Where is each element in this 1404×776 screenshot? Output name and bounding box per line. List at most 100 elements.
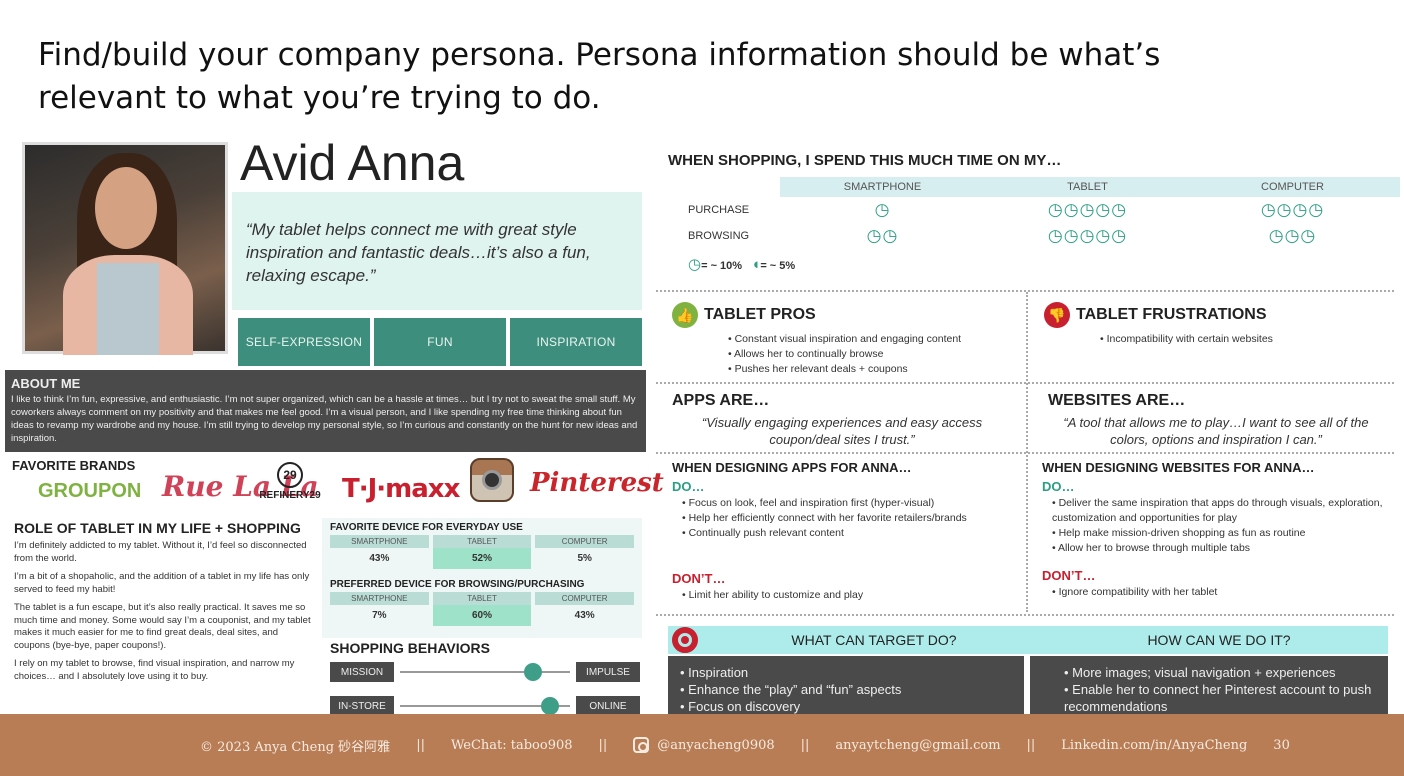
footer-separator: || xyxy=(1026,737,1036,753)
brand-instagram-icon xyxy=(470,458,514,502)
designing-apps: WHEN DESIGNING APPS FOR ANNA… DO… Focus … xyxy=(662,454,1022,609)
footer-email[interactable]: anyaytcheng@gmail.com xyxy=(835,737,1001,753)
pros-item: Pushes her relevant deals + coupons xyxy=(728,362,1012,377)
preferred-title: PREFERRED DEVICE FOR BROWSING/PURCHASING xyxy=(330,579,585,590)
time-title: WHEN SHOPPING, I SPEND THIS MUCH TIME ON… xyxy=(668,152,1062,169)
target-header: WHAT CAN TARGET DO? HOW CAN WE DO IT? xyxy=(668,626,1388,654)
do-item: Help make mission-driven shopping as fun… xyxy=(1052,526,1384,541)
persona-name: Avid Anna xyxy=(240,135,465,191)
device-col: TABLET xyxy=(432,535,532,548)
apps-title: APPS ARE… xyxy=(672,392,770,409)
apps-quote: “Visually engaging experiences and easy … xyxy=(701,415,983,447)
brand-pinterest: Pinterest xyxy=(530,468,664,498)
tablet-pros: 👍 TABLET PROS Constant visual inspiration… xyxy=(662,296,1022,383)
footer-separator: || xyxy=(416,737,425,753)
trait-badge: SELF-EXPRESSION xyxy=(238,318,370,366)
thumbs-up-icon: 👍 xyxy=(672,302,698,328)
device-value: 60% xyxy=(432,605,532,626)
frustration-item: Incompatibility with certain websites xyxy=(1100,332,1384,347)
persona-quote: “My tablet helps connect me with great s… xyxy=(246,220,591,285)
persona-photo xyxy=(22,142,228,355)
slider-right-label: ONLINE xyxy=(576,696,640,716)
role-paragraph: I rely on my tablet to browse, find visu… xyxy=(14,658,295,682)
refinery29-mark: 29 xyxy=(277,462,303,488)
device-col: SMARTPHONE xyxy=(330,592,429,605)
half-clock-icon: ◖ xyxy=(751,256,761,273)
about-text: I like to think I’m fun, expressive, and… xyxy=(11,394,638,444)
brand-refinery29: 29 REFINERY29 xyxy=(256,462,324,501)
clock-icon: ◷ xyxy=(874,200,891,219)
role-paragraph: The tablet is a fun escape, but it’s als… xyxy=(14,602,311,651)
websites-title: WEBSITES ARE… xyxy=(1048,392,1186,409)
target-left-head: WHAT CAN TARGET DO? xyxy=(791,632,957,648)
time-legend: ◷= ~ 10% ◖= ~ 5% xyxy=(688,255,1400,273)
insights-grid xyxy=(656,290,1394,612)
time-spent-panel: WHEN SHOPPING, I SPEND THIS MUCH TIME ON… xyxy=(656,146,1400,273)
behavior-slider: MISSION IMPULSE xyxy=(330,662,640,682)
persona-traits: SELF-EXPRESSION FUN INSPIRATION xyxy=(238,318,642,366)
time-col: COMPUTER xyxy=(1261,181,1324,193)
device-value: 43% xyxy=(369,553,390,564)
thumbs-down-icon: 👎 xyxy=(1044,302,1070,328)
shopping-behaviors: SHOPPING BEHAVIORS MISSION IMPULSE IN-ST… xyxy=(330,640,640,730)
frustrations-title: TABLET FRUSTRATIONS xyxy=(1076,306,1267,324)
trait-badge: INSPIRATION xyxy=(510,318,642,366)
target-item: • Enable her to connect her Pinterest ac… xyxy=(1064,682,1372,714)
device-value: 52% xyxy=(432,548,532,569)
device-col: COMPUTER xyxy=(535,592,635,605)
time-row-label: BROWSING xyxy=(688,230,750,242)
refinery29-label: REFINERY29 xyxy=(259,490,321,501)
target-item: • Enhance the “play” and “fun” aspects xyxy=(680,682,902,697)
role-paragraph: I’m definitely addicted to my tablet. Wi… xyxy=(14,540,307,564)
do-label: DO… xyxy=(672,479,705,494)
device-preferences: FAVORITE DEVICE FOR EVERYDAY USE SMARTPH… xyxy=(322,518,642,638)
time-row: PURCHASE ◷ ◷◷◷◷◷ ◷◷◷◷ xyxy=(688,197,1400,223)
shopping-title: SHOPPING BEHAVIORS xyxy=(330,640,490,656)
everyday-title: FAVORITE DEVICE FOR EVERYDAY USE xyxy=(330,522,523,533)
slider-knob xyxy=(523,663,542,681)
dont-label: DON’T… xyxy=(672,571,726,586)
footer-separator: || xyxy=(598,737,608,753)
time-row: BROWSING ◷◷ ◷◷◷◷◷ ◷◷◷ xyxy=(688,223,1400,249)
design-web-title: WHEN DESIGNING WEBSITES FOR ANNA… xyxy=(1042,460,1315,475)
time-col: TABLET xyxy=(1067,181,1108,193)
clock-icon: ◷◷◷◷ xyxy=(1260,200,1325,219)
target-item: • More images; visual navigation + exper… xyxy=(1064,665,1336,680)
do-label: DO… xyxy=(1042,479,1075,494)
behavior-slider: IN-STORE ONLINE xyxy=(330,696,640,716)
brand-groupon: GROUPON xyxy=(38,480,142,502)
clock-icon: ◷◷ xyxy=(866,226,899,245)
footer-separator: || xyxy=(800,737,810,753)
target-item: • Inspiration xyxy=(680,665,749,680)
dont-item: Ignore compatibility with her tablet xyxy=(1052,585,1384,600)
device-col: TABLET xyxy=(432,592,532,605)
footer: © 2023 Anya Cheng 砂谷阿雅 || WeChat: taboo9… xyxy=(0,714,1404,776)
device-value: 7% xyxy=(372,610,387,621)
brand-tjmaxx: T·J·maxx xyxy=(342,474,460,504)
target-right-head: HOW CAN WE DO IT? xyxy=(1147,632,1291,648)
role-title: ROLE OF TABLET IN MY LIFE + SHOPPING xyxy=(14,520,301,536)
footer-instagram[interactable]: @anyacheng0908 xyxy=(657,737,775,753)
footer-copyright: © 2023 Anya Cheng 砂谷阿雅 xyxy=(200,739,391,755)
role-of-tablet: ROLE OF TABLET IN MY LIFE + SHOPPING I’m… xyxy=(14,520,314,689)
footer-linkedin[interactable]: Linkedin.com/in/AnyaCheng xyxy=(1061,737,1248,753)
trait-badge: FUN xyxy=(374,318,506,366)
do-item: Help her efficiently connect with her fa… xyxy=(682,511,1012,526)
device-col: COMPUTER xyxy=(535,535,635,548)
role-paragraph: I’m a bit of a shopaholic, and the addit… xyxy=(14,571,310,595)
slider-knob xyxy=(540,697,559,715)
clock-icon: ◷◷◷ xyxy=(1268,226,1317,245)
about-me: ABOUT ME I like to think I’m fun, expres… xyxy=(5,370,646,452)
dont-label: DON’T… xyxy=(1042,568,1096,583)
slider-left-label: IN-STORE xyxy=(330,696,394,716)
slider-right-label: IMPULSE xyxy=(576,662,640,682)
pros-item: Constant visual inspiration and engaging… xyxy=(728,332,1012,347)
target-right-box: • More images; visual navigation + exper… xyxy=(1030,656,1388,716)
do-item: Continually push relevant content xyxy=(682,526,1012,541)
websites-are: WEBSITES ARE… “A tool that allows me to … xyxy=(1038,386,1394,454)
legend-half: = ~ 5% xyxy=(760,260,796,272)
slide-heading: Find/build your company persona. Persona… xyxy=(38,37,1161,116)
do-item: Focus on look, feel and inspiration firs… xyxy=(682,496,1012,511)
target-item: • Focus on discovery xyxy=(680,699,801,714)
legend-full: = ~ 10% xyxy=(701,260,743,272)
